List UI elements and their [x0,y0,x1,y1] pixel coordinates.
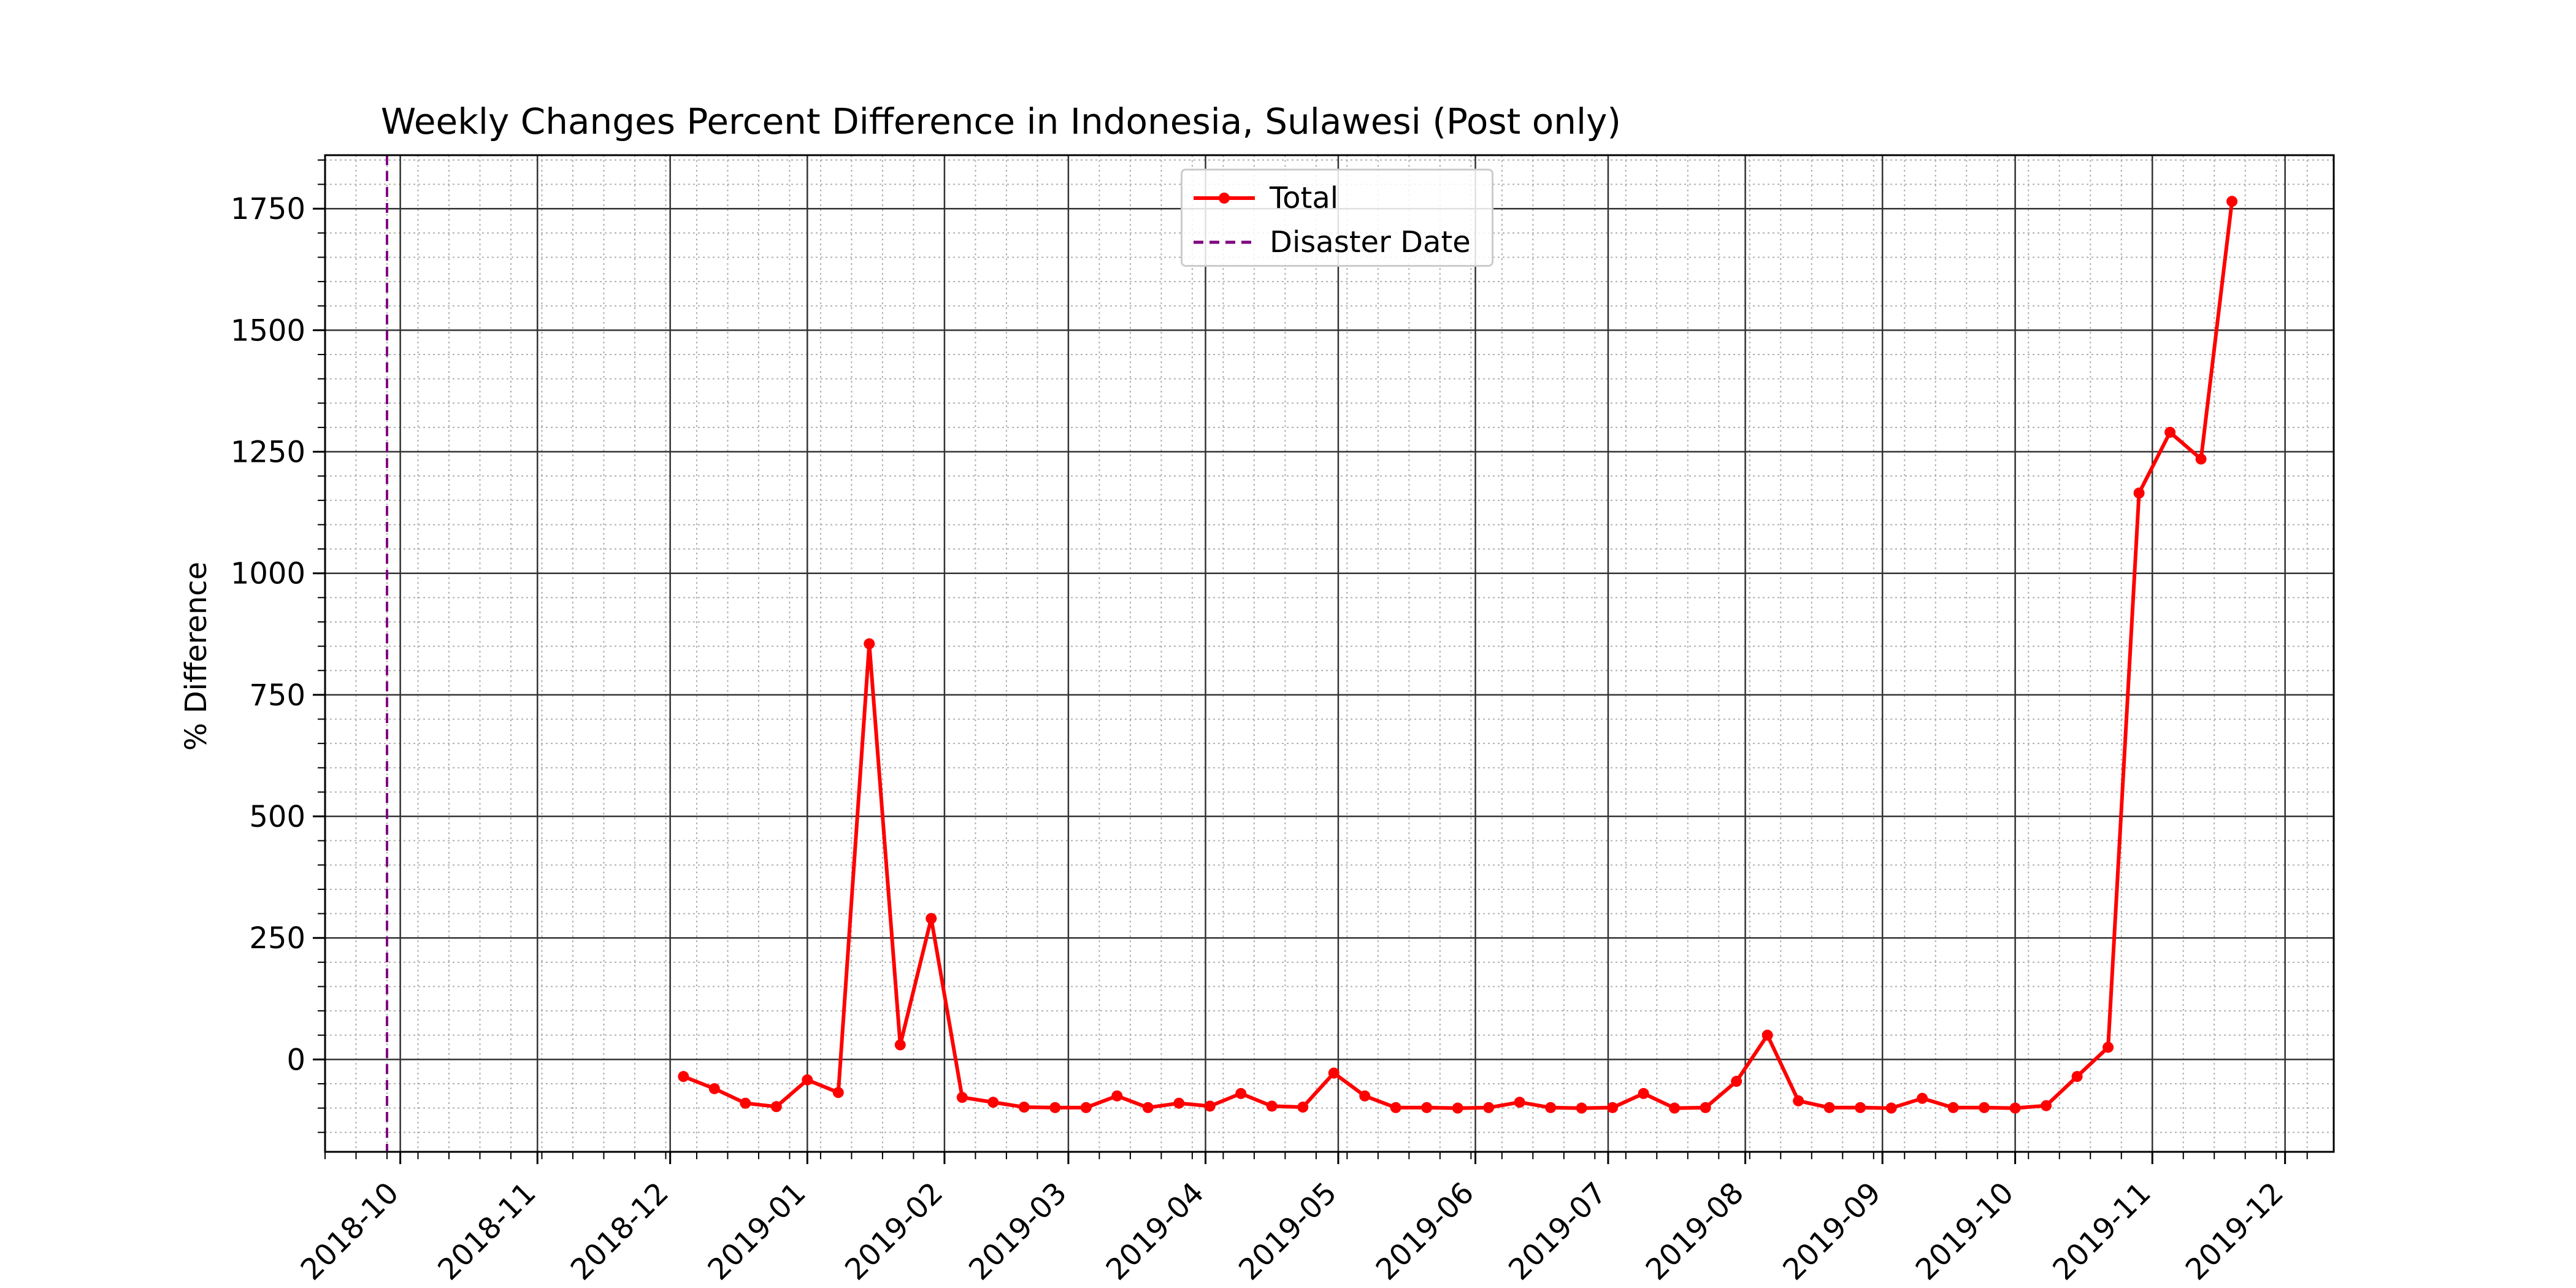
y-tick-label: 500 [249,800,305,834]
data-point [1266,1100,1278,1112]
data-point [1979,1102,1990,1113]
y-axis: 0 250 500 750 1000 1250 1500 1750 [231,159,325,1133]
data-point [802,1074,813,1086]
data-point [1483,1102,1495,1113]
data-point [1421,1102,1433,1113]
data-point [708,1083,720,1094]
data-point [1823,1102,1835,1113]
data-point [1173,1097,1185,1109]
y-tick-label: 250 [249,921,305,956]
data-point [1142,1102,1154,1113]
data-point [832,1087,844,1098]
data-point [1204,1100,1216,1112]
data-point [740,1097,751,1109]
data-point [1576,1102,1587,1114]
data-point [1917,1092,1928,1104]
y-axis-label: % Difference [179,562,213,751]
data-point [678,1071,689,1083]
data-point [2071,1071,2083,1083]
data-point [1049,1102,1061,1113]
data-point [1761,1029,1773,1041]
data-point [894,1039,906,1051]
data-point [1514,1097,1525,1108]
data-point [1947,1102,1959,1113]
data-point [1390,1102,1401,1113]
data-point [2009,1102,2021,1114]
plot-frame [324,154,2335,1153]
legend-item-total: Total [1183,177,1338,220]
major-grid [325,155,2334,1152]
legend-label-total: Total [1270,181,1339,215]
data-point [926,913,937,924]
line-marker-icon [1194,193,1255,204]
data-point [2195,453,2207,465]
y-tick-label: 750 [249,678,305,713]
legend-swatch-disaster-date [1194,233,1255,251]
data-point [2103,1041,2114,1053]
data-point [864,638,875,650]
dashed-line-icon [1194,240,1255,244]
data-point [1080,1102,1092,1113]
y-tick-label: 1000 [231,557,305,591]
series-total [678,196,2238,1114]
legend: Total Disaster Date [1181,169,1493,267]
data-point [770,1101,782,1113]
data-point [2041,1100,2052,1111]
data-point [1111,1090,1123,1102]
minor-grid [324,155,2334,1152]
data-point [987,1097,999,1108]
data-point [1607,1102,1619,1113]
y-tick-label: 0 [286,1043,305,1077]
data-point [2226,196,2238,207]
data-point [2133,487,2145,499]
data-point [1638,1087,1649,1099]
data-point [1452,1102,1463,1114]
data-point [1700,1102,1711,1113]
y-tick-label: 1250 [231,435,305,470]
data-point [1297,1102,1309,1113]
data-point [1855,1102,1866,1113]
data-point [2164,426,2176,438]
data-point [1359,1090,1371,1102]
data-point [1328,1067,1340,1079]
data-point [1669,1102,1681,1114]
data-point [956,1092,968,1103]
data-point [1793,1095,1804,1106]
y-tick-label: 1500 [231,313,305,348]
data-point [1545,1102,1557,1113]
chart-title: Weekly Changes Percent Difference in Ind… [381,101,1621,142]
legend-swatch-total [1194,189,1255,207]
legend-label-disaster-date: Disaster Date [1270,225,1471,259]
y-tick-label: 1750 [231,192,305,226]
legend-item-disaster-date: Disaster Date [1183,221,1471,264]
data-point [1018,1102,1030,1113]
data-point [1235,1087,1247,1099]
data-point [1731,1076,1742,1087]
data-point [1885,1102,1897,1114]
